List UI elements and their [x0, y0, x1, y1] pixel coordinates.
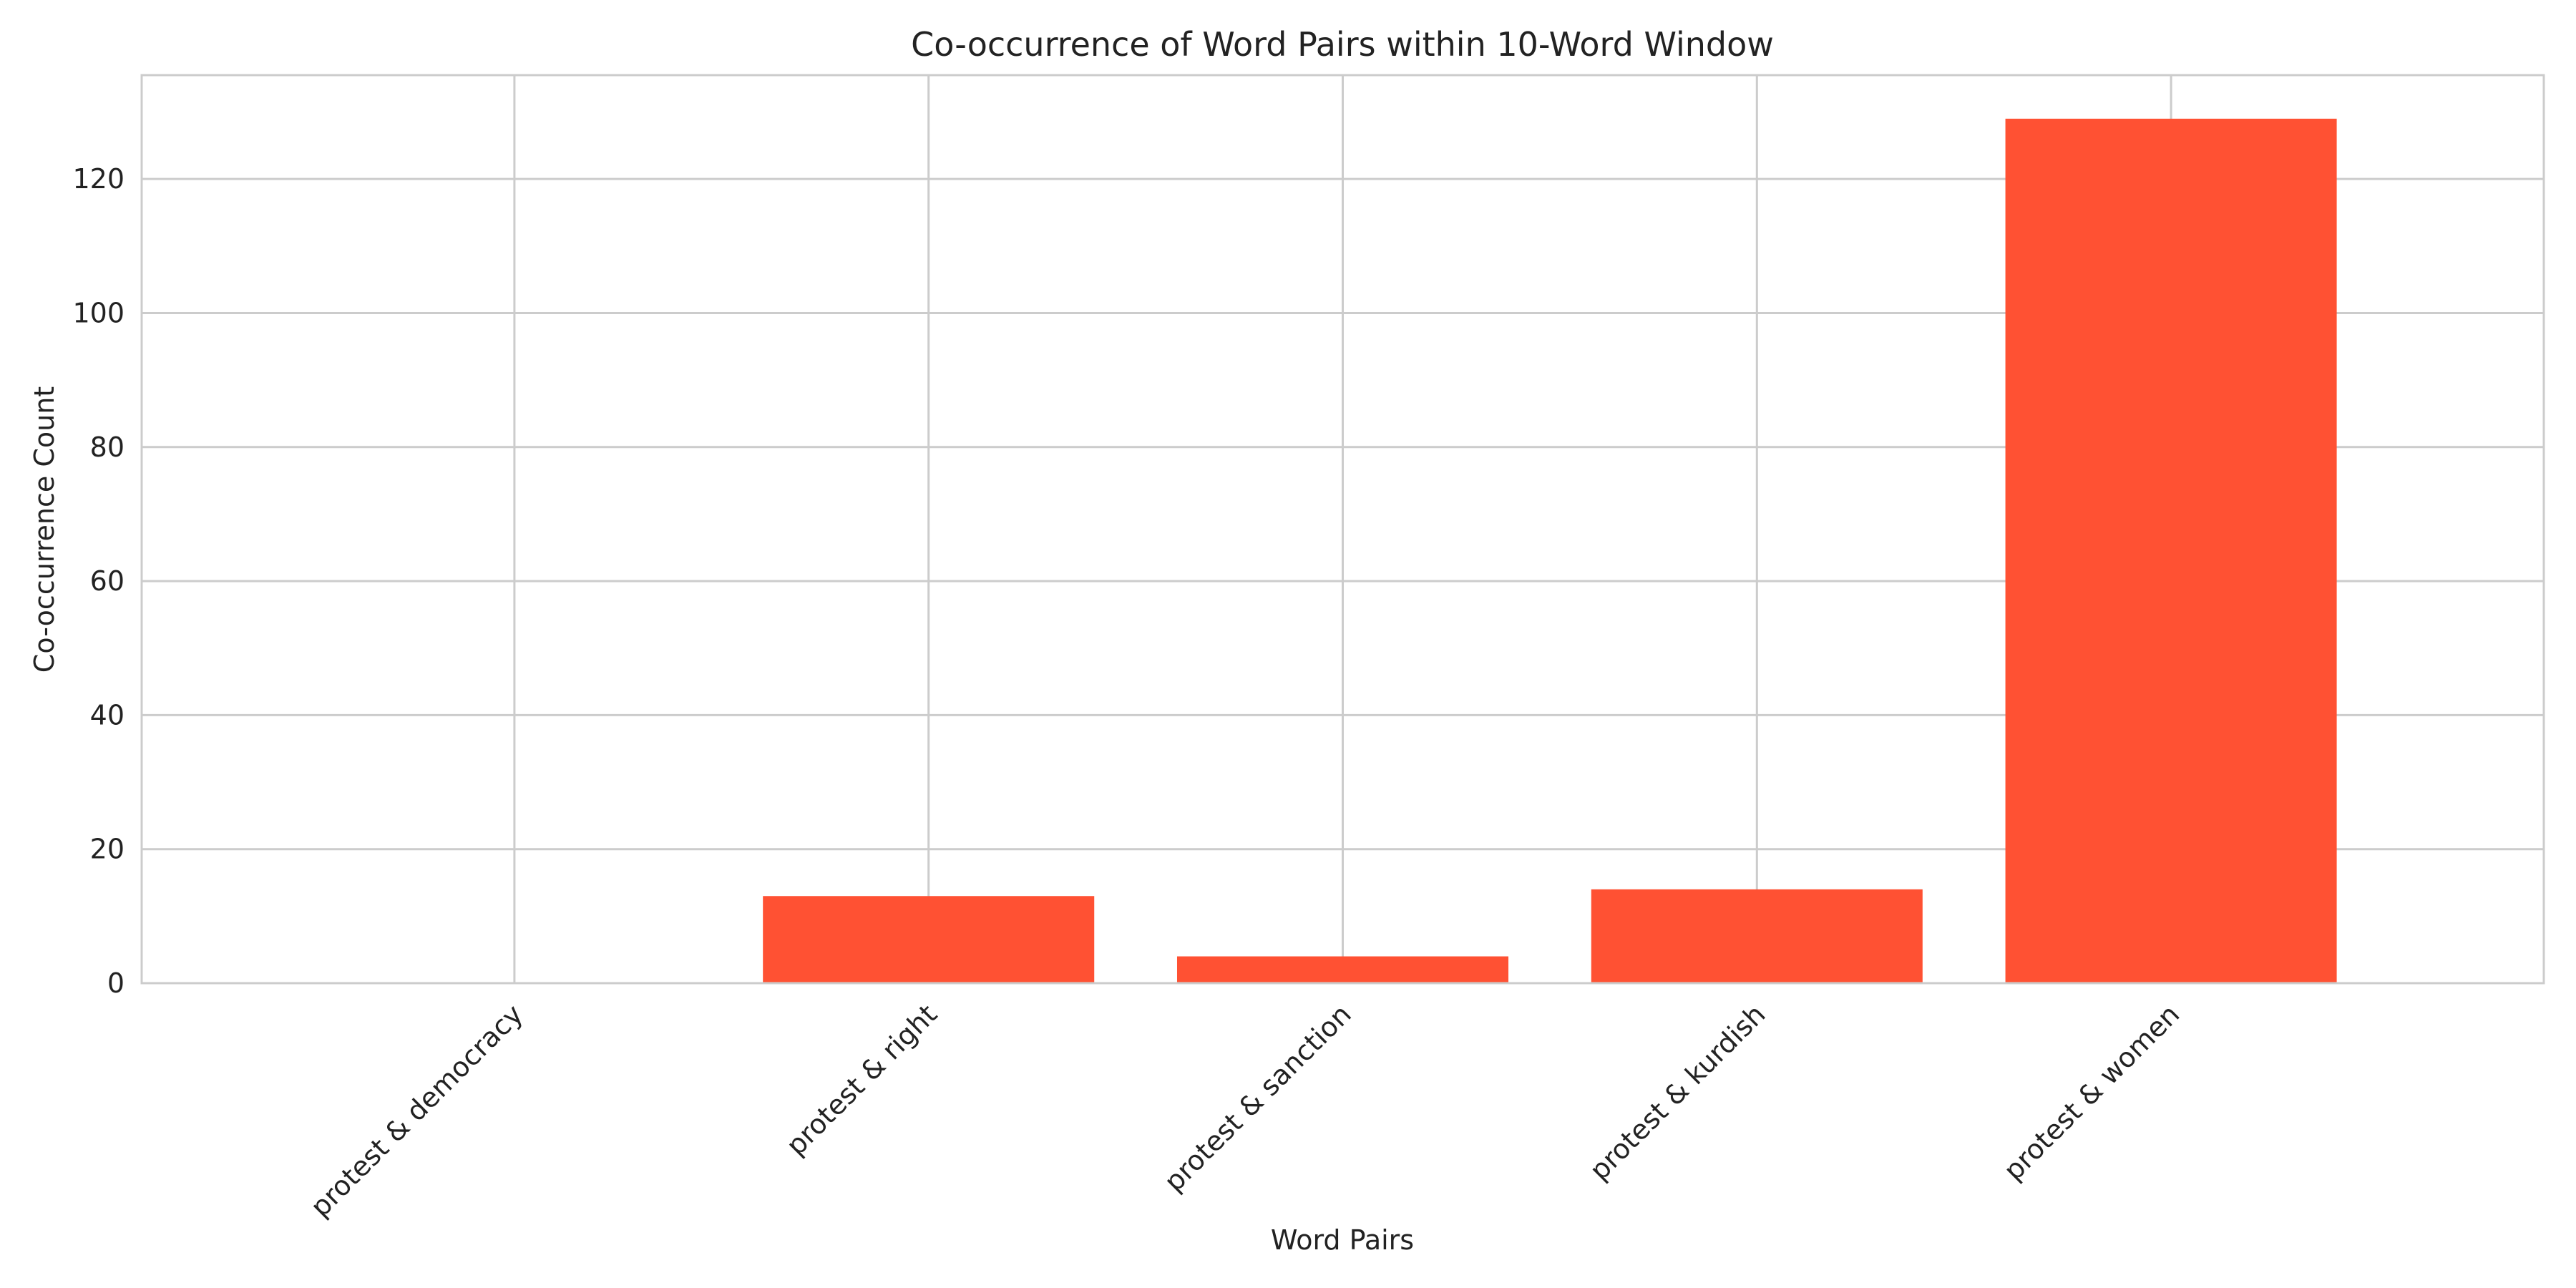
chart-title: Co-occurrence of Word Pairs within 10-Wo… — [911, 25, 1774, 64]
y-tick-label: 0 — [107, 967, 125, 999]
y-tick-label: 120 — [72, 163, 125, 195]
y-tick-label: 40 — [90, 699, 125, 731]
y-axis-label: Co-occurrence Count — [29, 386, 60, 673]
x-tick-label: protest & sanction — [1158, 998, 1357, 1197]
y-tick-label: 80 — [90, 431, 125, 463]
x-tick-label: protest & kurdish — [1584, 998, 1772, 1186]
y-tick-label: 20 — [90, 834, 125, 865]
x-tick-label: protest & democracy — [304, 998, 529, 1223]
y-tick-label: 100 — [72, 297, 125, 328]
bars — [763, 118, 2337, 984]
bar — [1591, 889, 1923, 983]
y-tick-label: 60 — [90, 565, 125, 597]
x-tick-label: protest & right — [780, 998, 943, 1161]
x-tick-label: protest & women — [1998, 998, 2186, 1186]
bar — [763, 896, 1095, 983]
plot-frame — [140, 74, 2545, 985]
tick-labels: 0 20 40 60 80 100 120 protest & democracy protes… — [72, 163, 2185, 1223]
x-axis-label: Word Pairs — [1271, 1224, 1414, 1256]
bar — [2005, 118, 2337, 984]
bar — [1176, 956, 1509, 983]
